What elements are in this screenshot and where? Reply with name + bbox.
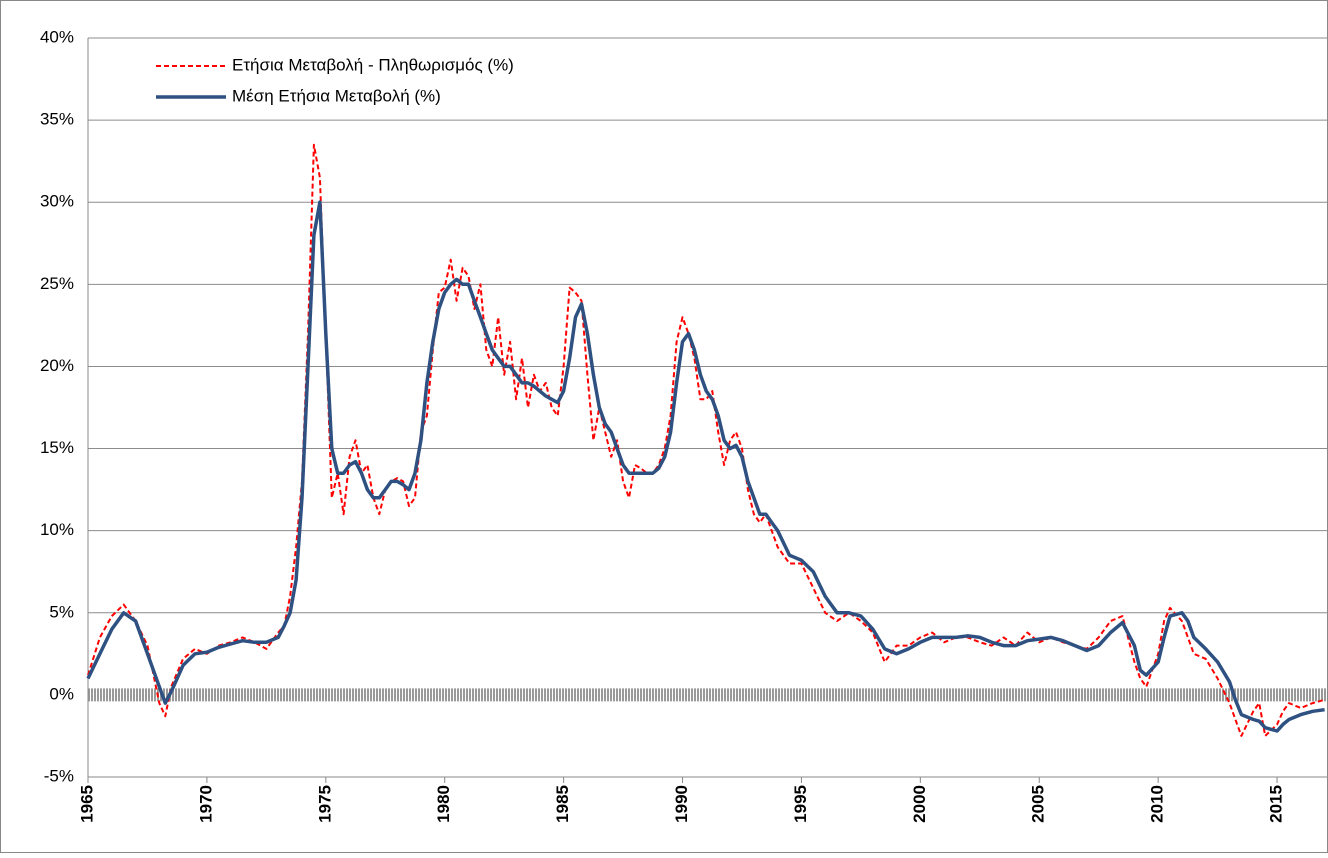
y-tick-label: -5% bbox=[44, 766, 74, 785]
y-tick-label: 25% bbox=[40, 274, 74, 293]
y-tick-label: 40% bbox=[40, 27, 74, 46]
y-tick-label: 10% bbox=[40, 520, 74, 539]
x-tick-label: 2005 bbox=[1029, 785, 1048, 823]
y-tick-label: 5% bbox=[49, 602, 74, 621]
x-tick-label: 1985 bbox=[553, 785, 572, 823]
x-tick-label: 1975 bbox=[315, 785, 334, 823]
x-tick-label: 1995 bbox=[791, 785, 810, 823]
legend-label: Ετήσια Μεταβολή - Πληθωρισμός (%) bbox=[232, 55, 514, 74]
y-tick-label: 30% bbox=[40, 192, 74, 211]
series-line bbox=[86, 200, 1325, 733]
x-tick-label: 2000 bbox=[910, 785, 929, 823]
x-tick-label: 2015 bbox=[1267, 785, 1286, 823]
y-tick-label: 15% bbox=[40, 438, 74, 457]
x-tick-label: 1990 bbox=[672, 785, 691, 823]
x-tick-label: 1965 bbox=[77, 785, 96, 823]
y-tick-label: 35% bbox=[40, 110, 74, 129]
y-tick-label: 20% bbox=[40, 356, 74, 375]
y-tick-label: 0% bbox=[49, 684, 74, 703]
x-tick-label: 2010 bbox=[1148, 785, 1167, 823]
legend-label: Μέση Ετήσια Μεταβολή (%) bbox=[232, 86, 441, 105]
x-tick-label: 1980 bbox=[434, 785, 453, 823]
x-tick-label: 1970 bbox=[196, 785, 215, 823]
